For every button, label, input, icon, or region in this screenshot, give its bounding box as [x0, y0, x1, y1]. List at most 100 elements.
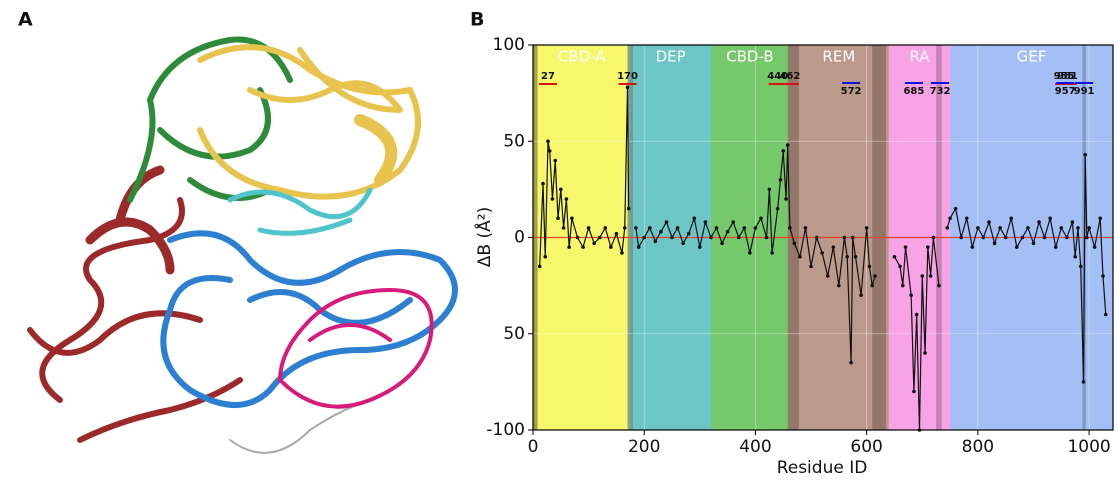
data-point — [1103, 312, 1108, 317]
data-point — [759, 216, 763, 221]
data-point — [1031, 241, 1036, 246]
data-point — [920, 274, 925, 278]
data-point — [1026, 226, 1030, 230]
data-point — [864, 226, 869, 230]
data-point — [845, 254, 849, 259]
data-point — [681, 241, 685, 246]
data-point — [1076, 226, 1080, 230]
data-point — [912, 389, 916, 394]
data-point — [1087, 226, 1091, 230]
data-point — [622, 226, 627, 230]
data-point — [859, 293, 863, 298]
data-point — [736, 235, 741, 240]
data-point — [870, 283, 875, 288]
data-point — [900, 283, 905, 288]
data-point — [1009, 216, 1014, 221]
data-point — [909, 293, 913, 298]
data-point — [928, 274, 933, 278]
data-point — [948, 216, 952, 221]
data-point — [1037, 220, 1041, 224]
data-point — [664, 220, 669, 224]
data-point — [597, 235, 602, 240]
x-tick-label: 0 — [528, 437, 539, 457]
data-point — [798, 254, 802, 259]
data-point — [642, 235, 647, 240]
data-point — [937, 283, 941, 288]
data-point — [753, 226, 758, 230]
y-tick-label: 0 — [514, 228, 525, 248]
data-point — [792, 241, 797, 246]
data-point — [647, 226, 652, 230]
data-point — [764, 235, 769, 240]
residue-label: 961 — [1057, 71, 1078, 82]
data-point — [1059, 226, 1064, 230]
data-point — [970, 245, 975, 249]
data-point — [964, 216, 969, 221]
data-point — [781, 149, 786, 153]
data-point — [698, 245, 702, 249]
data-point — [931, 235, 936, 240]
data-point — [686, 231, 691, 236]
data-point — [592, 241, 596, 246]
data-point — [809, 264, 813, 269]
data-point — [570, 216, 574, 221]
data-point — [731, 220, 735, 224]
y-tick-label: 50 — [503, 131, 525, 151]
y-tick-label: 50 — [503, 324, 525, 344]
data-point — [1003, 235, 1008, 240]
data-point — [546, 139, 550, 144]
data-point — [1092, 245, 1097, 249]
data-point — [714, 226, 719, 230]
x-tick-label: 600 — [850, 437, 882, 457]
data-point — [784, 197, 788, 201]
residue-label: 170 — [617, 71, 638, 82]
data-point — [709, 235, 713, 240]
data-point — [1085, 235, 1089, 240]
data-point — [603, 226, 608, 230]
data-point — [564, 197, 569, 201]
data-point — [945, 226, 950, 230]
data-point — [659, 229, 663, 234]
protein-structure — [27, 36, 458, 454]
x-tick-label: 800 — [962, 437, 994, 457]
data-point — [853, 254, 858, 259]
data-point — [586, 226, 591, 230]
panel-label: A — [18, 9, 33, 31]
domain-label: CBD-A — [558, 48, 606, 66]
data-point — [609, 245, 613, 249]
data-point — [725, 229, 730, 234]
data-point — [675, 226, 680, 230]
data-point — [998, 226, 1002, 230]
y-tick-label: 100 — [493, 35, 525, 55]
data-point — [541, 181, 545, 186]
data-point — [867, 264, 872, 269]
domain-label: REM — [822, 48, 855, 66]
residue-label: 955 — [1054, 71, 1075, 82]
data-point — [620, 251, 624, 255]
data-point — [553, 158, 558, 163]
residue-label: 27 — [541, 71, 555, 82]
data-point — [614, 231, 619, 236]
data-point — [788, 226, 792, 230]
data-point — [926, 245, 930, 249]
y-tick-label: -100 — [486, 420, 525, 440]
data-point — [567, 245, 571, 249]
data-point — [1083, 152, 1087, 157]
data-point — [626, 206, 631, 211]
data-point — [556, 216, 560, 221]
domain-label: GEF — [1017, 48, 1047, 66]
residue-label: 462 — [779, 71, 800, 82]
data-point — [770, 251, 774, 255]
data-point — [981, 235, 986, 240]
data-point — [1078, 264, 1083, 269]
data-point — [1020, 235, 1025, 240]
data-point — [831, 245, 836, 249]
data-point — [850, 235, 855, 240]
panel-label: B — [470, 9, 484, 31]
data-point — [1048, 216, 1052, 221]
data-point — [1070, 220, 1075, 224]
data-point — [550, 197, 555, 201]
data-point — [992, 241, 997, 246]
